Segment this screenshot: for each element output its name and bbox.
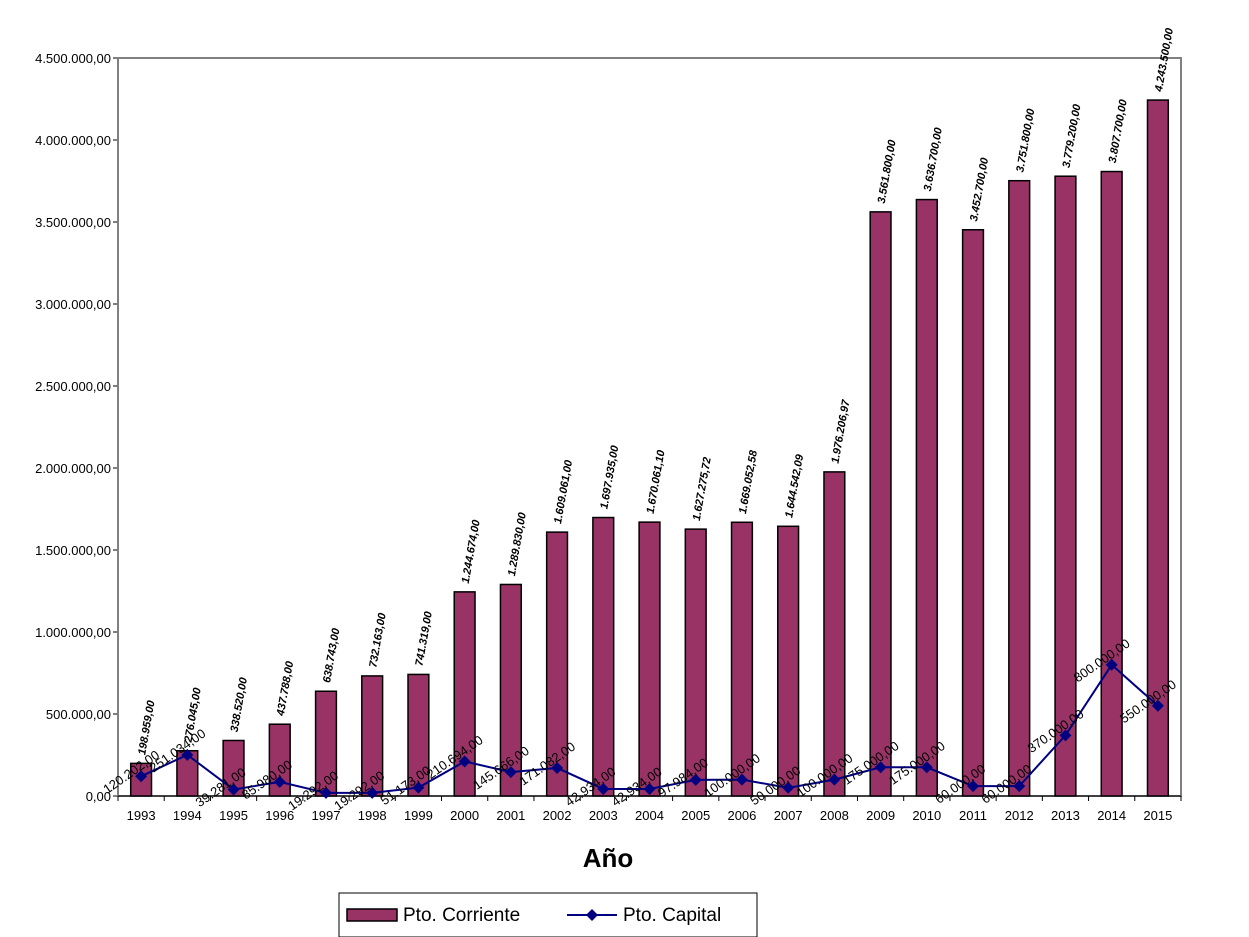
x-tick-label: 2011 — [959, 808, 987, 823]
line-point — [967, 780, 980, 793]
line-point — [597, 782, 610, 795]
x-tick-label: 1999 — [404, 808, 433, 823]
line-point — [689, 773, 702, 786]
y-tick-label: 1.000.000,00 — [35, 625, 111, 640]
x-tick-label: 1997 — [312, 808, 341, 823]
legend-label-capital: Pto. Capital — [623, 905, 721, 926]
x-axis-title: Año — [583, 843, 634, 873]
x-tick-label: 2009 — [866, 808, 895, 823]
line-point — [135, 770, 148, 783]
bar — [222, 739, 245, 797]
bar — [730, 521, 754, 797]
bar — [915, 198, 938, 797]
bar — [268, 723, 291, 797]
x-tick-label: 2005 — [681, 808, 710, 823]
line-point — [366, 786, 379, 799]
legend-box — [338, 892, 758, 937]
bar — [1146, 99, 1170, 797]
x-tick-label: 2001 — [496, 808, 525, 823]
legend-marker-capital — [586, 909, 598, 921]
x-tick-label: 2006 — [727, 808, 756, 823]
line-point — [920, 761, 933, 774]
bar — [1054, 175, 1077, 797]
bar-series — [129, 99, 1170, 797]
y-tick-label: 1.500.000,00 — [35, 543, 111, 558]
bar — [453, 591, 476, 797]
line-point — [1013, 780, 1026, 793]
x-tick-label: 2015 — [1143, 808, 1172, 823]
x-tick-label: 1993 — [127, 808, 156, 823]
line-point — [227, 783, 240, 796]
x-tick-label: 2007 — [774, 808, 803, 823]
bar — [545, 531, 569, 797]
line-point — [782, 781, 795, 794]
x-tick-label: 2012 — [1005, 808, 1034, 823]
x-tick-label: 2013 — [1051, 808, 1080, 823]
line-point — [874, 761, 887, 774]
x-tick-label: 2014 — [1097, 808, 1126, 823]
legend: Pto. Corriente Pto. Capital — [338, 892, 758, 937]
bar — [499, 583, 522, 797]
y-tick-label: 2.000.000,00 — [35, 461, 111, 476]
y-tick-label: 0,00 — [86, 789, 111, 804]
line-point — [412, 781, 425, 794]
y-tick-label: 4.000.000,00 — [35, 133, 111, 148]
legend-label-corriente: Pto. Corriente — [403, 905, 520, 926]
bar — [777, 525, 800, 797]
line-point — [458, 755, 471, 768]
bar — [1100, 170, 1123, 797]
bar — [407, 673, 430, 797]
x-tick-label: 2000 — [450, 808, 479, 823]
line-point — [735, 773, 748, 786]
y-tick-label: 500.000,00 — [46, 707, 111, 722]
x-tick-label: 1994 — [173, 808, 202, 823]
x-tick-label: 1995 — [219, 808, 248, 823]
y-tick-label: 3.000.000,00 — [35, 297, 111, 312]
line-point — [1105, 658, 1118, 671]
y-tick-label: 2.500.000,00 — [35, 379, 111, 394]
bar — [638, 521, 661, 797]
x-tick-label: 1998 — [358, 808, 387, 823]
bar — [869, 211, 892, 797]
x-tick-label: 2008 — [820, 808, 849, 823]
line-point — [181, 748, 194, 761]
legend-swatch-corriente — [346, 908, 398, 922]
bar — [823, 471, 846, 797]
x-tick-label: 2010 — [912, 808, 941, 823]
line-point — [551, 761, 564, 774]
line-point — [273, 775, 286, 788]
line-point — [319, 786, 332, 799]
bar — [592, 516, 615, 797]
bar — [961, 229, 985, 797]
line-point — [1151, 699, 1164, 712]
bar — [1008, 179, 1031, 797]
line-point — [504, 766, 517, 779]
x-axis: 1993 1994 1995 1996 1997 1998 1999 2000 2001 2002… — [117, 795, 1182, 823]
line-point — [828, 773, 841, 786]
x-tick-label: 1996 — [265, 808, 294, 823]
y-axis: 0,00 500.000,00 1.000.000,00 1.500.000,00 2.… — [35, 51, 119, 804]
y-tick-label: 3.500.000,00 — [35, 215, 111, 230]
line-point — [1059, 729, 1072, 742]
y-tick-label: 4.500.000,00 — [35, 51, 111, 66]
x-tick-label: 2004 — [635, 808, 664, 823]
x-tick-label: 2003 — [589, 808, 618, 823]
line-point — [643, 782, 656, 795]
x-tick-label: 2002 — [543, 808, 572, 823]
bar — [684, 528, 707, 797]
line-series — [135, 658, 1164, 799]
